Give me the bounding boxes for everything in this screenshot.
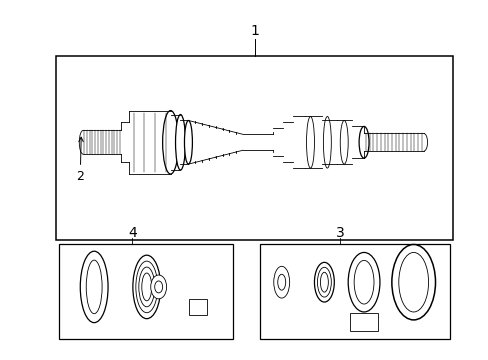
Ellipse shape: [347, 252, 379, 312]
Ellipse shape: [273, 266, 289, 298]
Ellipse shape: [136, 261, 157, 313]
Text: 2: 2: [76, 137, 84, 183]
Ellipse shape: [320, 272, 327, 292]
Ellipse shape: [163, 111, 178, 174]
Ellipse shape: [314, 262, 334, 302]
Ellipse shape: [277, 274, 285, 290]
Ellipse shape: [175, 114, 185, 170]
Text: 4: 4: [128, 226, 137, 240]
Ellipse shape: [150, 275, 166, 299]
Bar: [259, 244, 449, 339]
Ellipse shape: [353, 260, 373, 304]
Ellipse shape: [80, 251, 108, 323]
Ellipse shape: [154, 281, 163, 293]
Text: 1: 1: [250, 24, 259, 38]
Ellipse shape: [139, 267, 154, 307]
Bar: [349, 313, 377, 331]
Ellipse shape: [306, 117, 314, 168]
Ellipse shape: [133, 255, 161, 319]
Ellipse shape: [398, 252, 427, 312]
Bar: [60, 244, 233, 339]
Ellipse shape: [317, 267, 331, 297]
Bar: [56, 56, 452, 239]
Ellipse shape: [340, 121, 347, 164]
Bar: [189, 299, 207, 315]
Ellipse shape: [391, 244, 435, 320]
Ellipse shape: [358, 126, 368, 158]
Ellipse shape: [323, 117, 331, 168]
Ellipse shape: [86, 260, 102, 314]
Ellipse shape: [184, 121, 192, 164]
Ellipse shape: [142, 273, 151, 301]
Text: 3: 3: [335, 226, 344, 240]
